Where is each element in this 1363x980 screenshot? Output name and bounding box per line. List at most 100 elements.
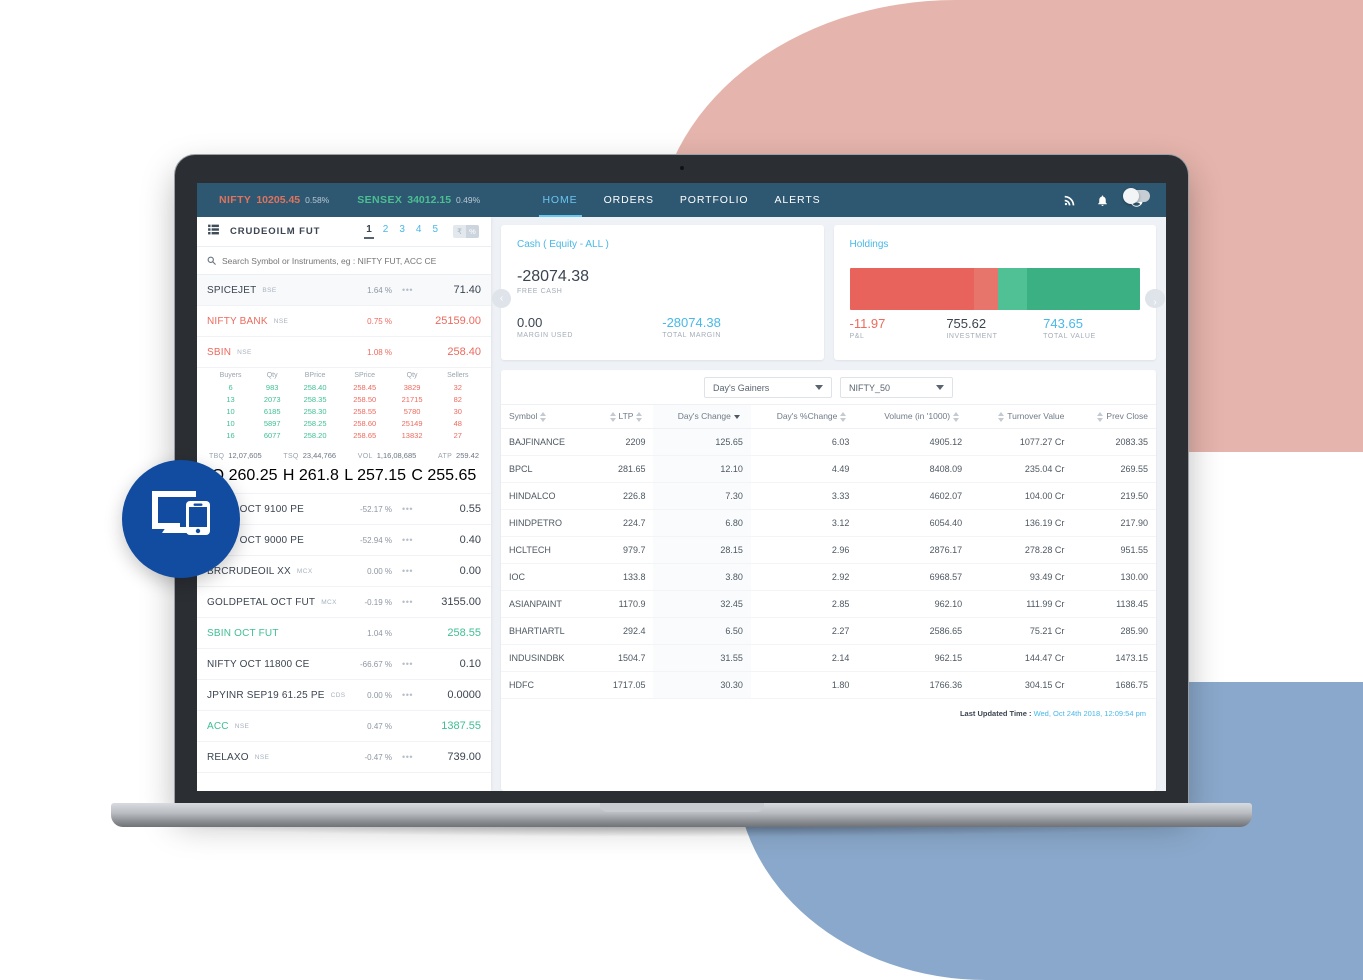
col-ltp[interactable]: LTP	[587, 404, 654, 429]
watchlist-row-relaxo[interactable]: RELAXO NSE -0.47 % ••• 739.00	[197, 742, 491, 773]
watchlist-row-spicejet[interactable]: SPICEJET BSE 1.64 % ••• 71.40	[197, 275, 491, 306]
cell-ltp: 1504.7	[587, 644, 654, 672]
cell-volume: 4602.07	[857, 482, 971, 510]
dashboard-panel: ‹ Cash ( Equity - ALL ) -28074.38 FREE C…	[491, 188, 1166, 791]
watchlist-ltp: 739.00	[447, 751, 481, 763]
market-movers-panel: Day's Gainers NIFTY_50	[501, 370, 1156, 791]
watchlist-change-pct: 1.64 %	[367, 285, 393, 295]
watchlist-more-icon[interactable]: •••	[402, 285, 413, 295]
cell-change: 125.65	[653, 428, 751, 456]
rss-icon[interactable]	[1063, 194, 1076, 207]
holdings-bar-chart	[849, 268, 1141, 310]
watchlist-tab-3[interactable]: 3	[399, 224, 405, 235]
table-row[interactable]: HCLTECH 979.7 28.15 2.96 2876.17 278.28 …	[501, 536, 1156, 564]
index-select[interactable]: NIFTY_50	[840, 377, 953, 398]
chevron-down-icon	[815, 385, 823, 390]
nav-link-portfolio[interactable]: PORTFOLIO	[679, 194, 749, 206]
watchlist-row-sbin[interactable]: SBIN NSE 1.08 % ••• 258.40	[197, 337, 491, 368]
watchlist-row-brcrudeoil-xx[interactable]: BRCRUDEOIL XX MCX 0.00 % ••• 0.00	[197, 556, 491, 587]
sort-icon[interactable]	[998, 412, 1005, 422]
watchlist-more-icon[interactable]: •••	[402, 504, 413, 514]
table-row[interactable]: HINDPETRO 224.7 6.80 3.12 6054.40 136.19…	[501, 509, 1156, 537]
watchlist-row-goldpetal-oct-fut[interactable]: GOLDPETAL OCT FUT MCX -0.19 % ••• 3155.0…	[197, 587, 491, 618]
rupee-mode-button[interactable]: ₹	[453, 225, 466, 238]
col-days-change[interactable]: Day's Change	[653, 404, 751, 429]
watchlist-row-jpyinr-sep19-6125-pe[interactable]: JPYINR SEP19 61.25 PE CDS 0.00 % ••• 0.0…	[197, 680, 491, 711]
table-row[interactable]: BPCL 281.65 12.10 4.49 8408.09 235.04 Cr…	[501, 455, 1156, 483]
watchlist-row-nifty-oct-9100-pe[interactable]: NIFTY OCT 9100 PE -52.17 % ••• 0.55	[197, 494, 491, 525]
sort-icon-active[interactable]	[733, 414, 740, 419]
table-row[interactable]: IOC 133.8 3.80 2.92 6968.57 93.49 Cr 130…	[501, 563, 1156, 591]
main-nav-links: HOME ORDERS PORTFOLIO ALERTS	[538, 183, 821, 217]
index-ticker-sensex[interactable]: SENSEX 34012.15 0.49%	[357, 194, 480, 206]
cards-prev-button[interactable]: ‹	[492, 289, 511, 308]
nav-link-orders[interactable]: ORDERS	[603, 194, 654, 206]
view-mode-toggle[interactable]	[1123, 188, 1150, 204]
watchlist-more-icon[interactable]: •••	[402, 659, 413, 669]
cell-prev: 219.50	[1072, 482, 1156, 510]
watchlist-change-pct: 0.00 %	[367, 566, 393, 576]
watchlist-more-icon[interactable]: •••	[402, 597, 413, 607]
table-row[interactable]: HDFC 1717.05 30.30 1.80 1766.36 304.15 C…	[501, 671, 1156, 699]
watchlist-more-icon[interactable]: •••	[402, 690, 413, 700]
watchlist-more-icon[interactable]: •••	[402, 535, 413, 545]
col-prev-close[interactable]: Prev Close	[1072, 404, 1156, 429]
watchlist-row-niftybank[interactable]: NIFTY BANK NSE 0.75 % ••• 25159.00	[197, 306, 491, 337]
depth-cell: 983	[265, 382, 279, 392]
table-row[interactable]: INDUSINDBK 1504.7 31.55 2.14 962.15 144.…	[501, 644, 1156, 672]
table-row[interactable]: HINDALCO 226.8 7.30 3.33 4602.07 104.00 …	[501, 482, 1156, 510]
sort-icon[interactable]	[540, 412, 547, 422]
index-ticker-nifty[interactable]: NIFTY 10205.45 0.58%	[219, 194, 329, 206]
watchlist-tab-2[interactable]: 2	[382, 224, 389, 235]
table-row[interactable]: ASIANPAINT 1170.9 32.45 2.85 962.10 111.…	[501, 590, 1156, 618]
sort-icon[interactable]	[840, 412, 847, 422]
cell-symbol: HCLTECH	[501, 536, 588, 564]
watchlist-tab-1[interactable]: 1	[364, 224, 374, 239]
cell-pct: 3.12	[750, 509, 858, 537]
cell-pct: 4.49	[750, 455, 858, 483]
watchlist-row-nifty-oct-9000-pe[interactable]: NIFTY OCT 9000 PE -52.94 % ••• 0.40	[197, 525, 491, 556]
gainers-losers-select[interactable]: Day's Gainers	[704, 377, 832, 398]
table-row[interactable]: BAJFINANCE 2209 125.65 6.03 4905.12 1077…	[501, 428, 1156, 456]
percent-mode-button[interactable]: %	[466, 225, 479, 238]
ohlc-value: 255.65	[427, 467, 477, 484]
col-symbol[interactable]: Symbol	[501, 404, 588, 429]
watchlist-row-nifty-oct-11800-ce[interactable]: NIFTY OCT 11800 CE -66.67 % ••• 0.10	[197, 649, 491, 680]
nav-link-alerts[interactable]: ALERTS	[774, 194, 821, 206]
table-row[interactable]: BHARTIARTL 292.4 6.50 2.27 2586.65 75.21…	[501, 617, 1156, 645]
list-menu-icon[interactable]	[207, 223, 220, 241]
col-volume[interactable]: Volume (in '1000)	[857, 404, 971, 429]
watchlist-tabs: 1 2 3 4 5 ₹ %	[364, 224, 481, 239]
bell-icon[interactable]	[1096, 194, 1109, 207]
search-input[interactable]	[222, 255, 481, 266]
depth-row: 16 6077 258.20 258.65 13832 27	[207, 429, 481, 441]
nav-link-home[interactable]: HOME	[538, 183, 582, 217]
total-value-label: TOTAL VALUE	[1043, 333, 1096, 340]
cash-card-title[interactable]: Cash ( Equity - ALL )	[517, 239, 609, 250]
holdings-card-title[interactable]: Holdings	[849, 239, 889, 250]
depth-cell: 258.55	[353, 406, 377, 416]
index-change-pct: 0.49%	[456, 195, 481, 205]
sort-icon[interactable]	[636, 412, 643, 422]
watchlist-tab-4[interactable]: 4	[415, 224, 422, 235]
sort-icon[interactable]	[953, 412, 960, 422]
sort-icon[interactable]	[1097, 412, 1104, 422]
table-filters: Day's Gainers NIFTY_50	[501, 370, 1156, 404]
col-turnover[interactable]: Turnover Value	[970, 404, 1073, 429]
watchlist-more-icon[interactable]: •••	[402, 566, 413, 576]
free-cash-value: -28074.38	[517, 268, 590, 285]
depth-header-row: Buyers Qty BPrice SPrice Qty Sellers	[207, 370, 481, 381]
holdings-bar-segment-1	[849, 268, 975, 310]
cards-next-button[interactable]: ›	[1145, 289, 1165, 308]
watchlist-more-icon[interactable]: •••	[402, 752, 413, 762]
watchlist-ltp: 3155.00	[441, 596, 481, 608]
watchlist-ltp: 0.10	[459, 658, 481, 670]
sort-icon[interactable]	[609, 412, 616, 422]
watchlist-row-acc[interactable]: ACC NSE 0.47 % ••• 1387.55	[197, 711, 491, 742]
chevron-down-icon	[936, 385, 944, 390]
watchlist-tab-5[interactable]: 5	[432, 224, 438, 235]
col-days-pct-change[interactable]: Day's %Change	[750, 404, 858, 429]
watchlist-row-sbin-oct-fut[interactable]: SBIN OCT FUT 1.04 % ••• 258.55	[197, 618, 491, 649]
holdings-bar-segment-3	[997, 268, 1027, 310]
